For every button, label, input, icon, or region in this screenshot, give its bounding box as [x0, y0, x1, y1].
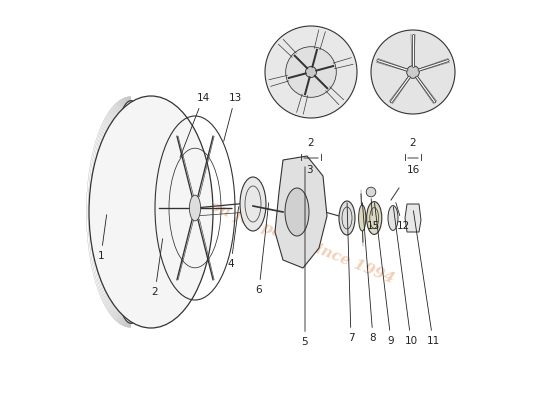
Text: 13: 13 — [224, 93, 241, 141]
Ellipse shape — [339, 201, 355, 235]
Text: LAMBORGHINI: LAMBORGHINI — [395, 49, 451, 55]
Ellipse shape — [240, 177, 266, 231]
Text: 12: 12 — [396, 203, 410, 231]
Text: 11: 11 — [414, 211, 439, 346]
Ellipse shape — [189, 195, 201, 221]
Text: 5: 5 — [302, 167, 309, 347]
Polygon shape — [275, 156, 327, 268]
Text: 6: 6 — [256, 203, 269, 295]
Text: 2: 2 — [410, 138, 416, 148]
Text: 3: 3 — [306, 165, 312, 175]
Ellipse shape — [367, 202, 382, 234]
Text: 2: 2 — [307, 138, 314, 148]
Circle shape — [305, 66, 316, 78]
Polygon shape — [405, 204, 421, 232]
Text: 10: 10 — [393, 207, 417, 346]
Text: 7: 7 — [347, 203, 354, 343]
Text: 14: 14 — [180, 93, 210, 158]
Circle shape — [285, 47, 336, 97]
Ellipse shape — [109, 101, 153, 323]
Ellipse shape — [89, 96, 213, 328]
Text: 15: 15 — [366, 199, 379, 231]
Circle shape — [366, 187, 376, 197]
Text: 8: 8 — [362, 203, 376, 343]
Ellipse shape — [359, 205, 366, 231]
Text: 16: 16 — [406, 165, 420, 175]
Text: a passion for parts since 1994: a passion for parts since 1994 — [153, 178, 397, 286]
Circle shape — [406, 66, 419, 78]
Ellipse shape — [388, 206, 398, 230]
Text: 2: 2 — [152, 239, 163, 297]
Text: 1: 1 — [98, 215, 107, 261]
Text: 9: 9 — [375, 203, 394, 346]
Circle shape — [371, 30, 455, 114]
Text: 4: 4 — [228, 207, 239, 269]
Ellipse shape — [285, 188, 309, 236]
Circle shape — [265, 26, 357, 118]
